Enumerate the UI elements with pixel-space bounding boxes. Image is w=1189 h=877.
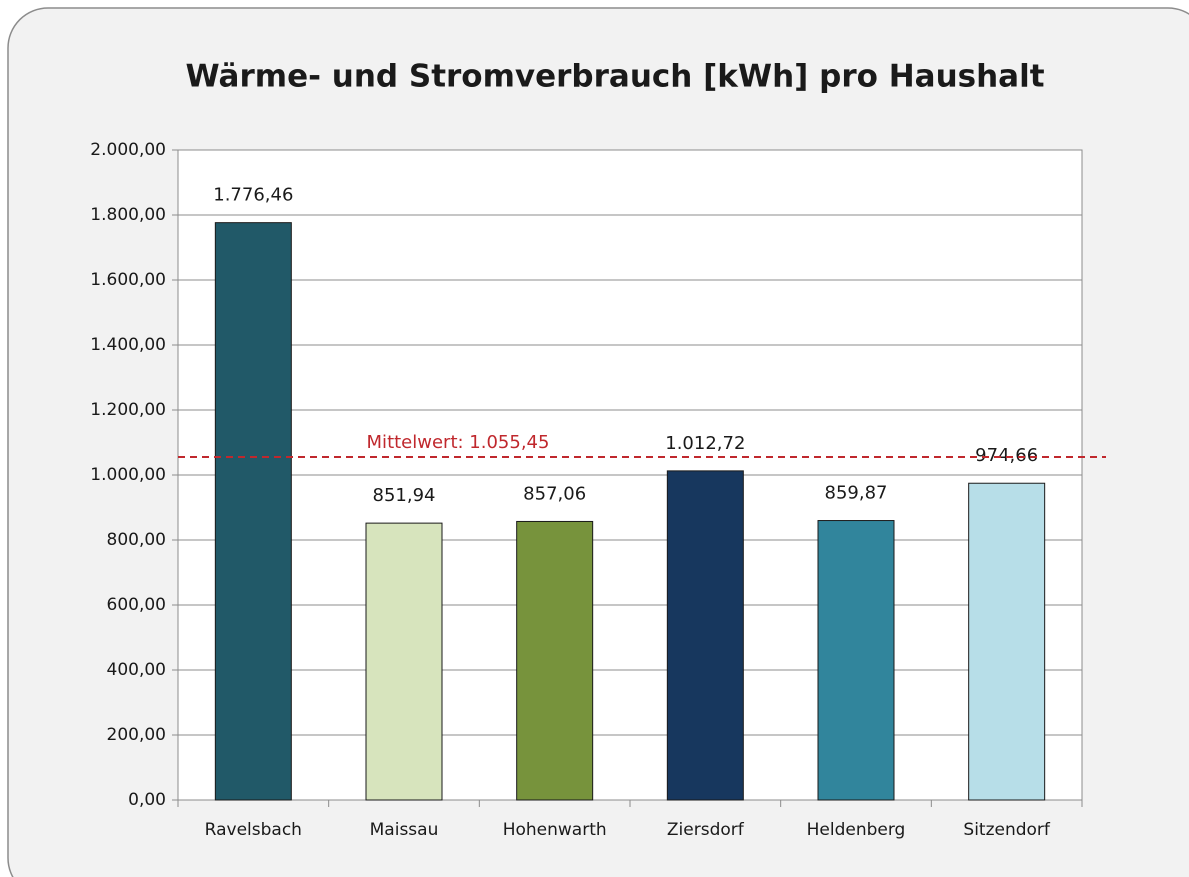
x-tick-label: Sitzendorf [963,820,1051,840]
x-tick-label: Ziersdorf [667,820,745,840]
y-tick-label: 600,00 [107,595,166,615]
y-tick-label: 1.600,00 [90,270,166,290]
x-tick-label: Heldenberg [807,820,906,840]
mean-label: Mittelwert: 1.055,45 [367,432,550,453]
y-tick-label: 1.000,00 [90,465,166,485]
y-tick-label: 1.200,00 [90,400,166,420]
value-label: 857,06 [523,483,586,504]
x-tick-label: Maissau [370,820,439,840]
bar [516,520,594,801]
y-tick-label: 200,00 [107,725,166,745]
y-tick-label: 800,00 [107,530,166,550]
value-label: 851,94 [373,485,436,506]
chart-title: Wärme- und Stromverbrauch [kWh] pro Haus… [185,59,1044,95]
bar [817,520,895,801]
value-label-bg [657,430,754,457]
bar [666,470,744,801]
bar [968,482,1046,801]
y-tick-label: 0,00 [128,790,166,810]
value-label-bg [808,480,904,507]
value-label-bg [356,483,452,510]
value-label: 974,66 [975,445,1038,466]
value-label-bg [205,182,302,209]
y-tick-label: 2.000,00 [90,140,166,160]
bar [365,522,443,801]
y-tick-label: 400,00 [107,660,166,680]
x-tick-label: Ravelsbach [205,820,302,840]
y-tick-label: 1.400,00 [90,335,166,355]
x-tick-label: Hohenwarth [503,820,607,840]
bar [214,222,292,801]
value-label: 1.776,46 [213,185,293,206]
value-label: 1.012,72 [665,433,745,454]
value-label: 859,87 [825,483,888,504]
y-tick-label: 1.800,00 [90,205,166,225]
value-label-bg [506,481,603,508]
